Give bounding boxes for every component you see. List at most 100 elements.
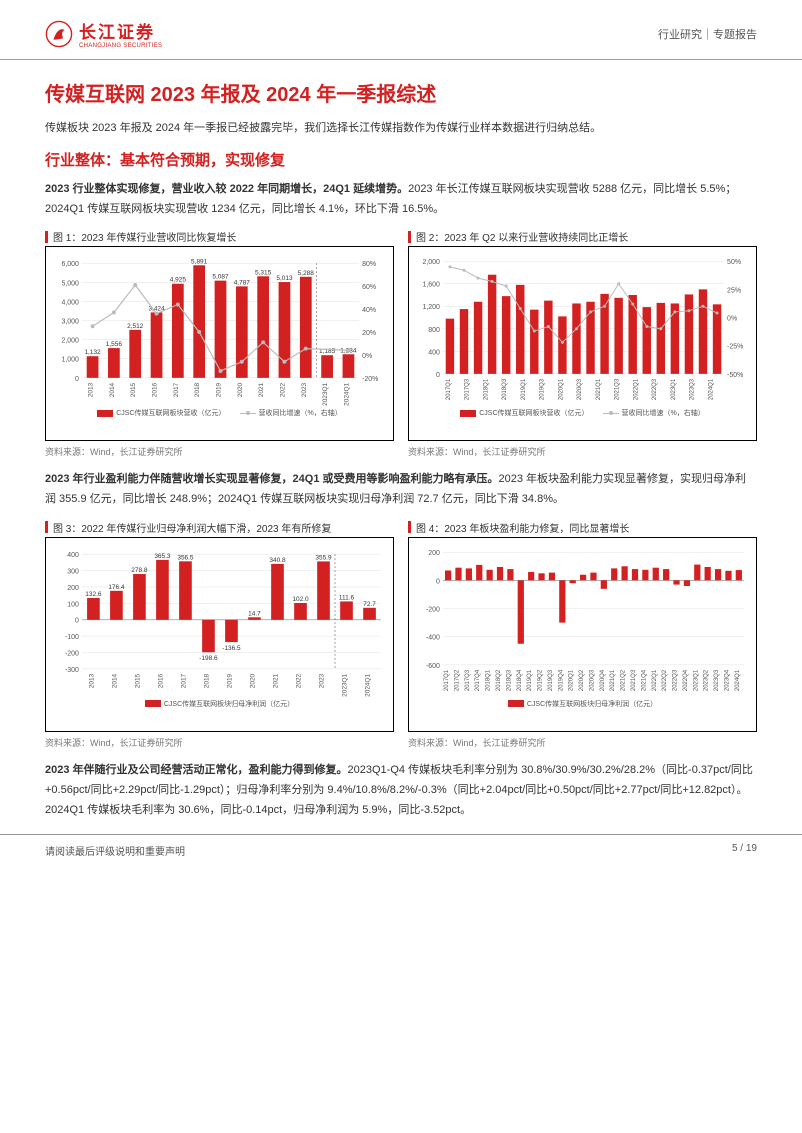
svg-text:5,288: 5,288 <box>298 270 315 277</box>
paragraph-1: 2023 行业整体实现修复，营业收入较 2022 年同期增长，24Q1 延续增势… <box>45 180 757 220</box>
svg-text:2015: 2015 <box>134 673 141 688</box>
svg-text:1,556: 1,556 <box>106 342 123 349</box>
svg-text:2018Q4: 2018Q4 <box>517 669 523 691</box>
title-bar-icon <box>45 521 48 533</box>
charts-row-1: 图 1：2023 年传媒行业营收同比恢复增长 01,0002,0003,0004… <box>45 229 757 458</box>
content: 传媒互联网 2023 年报及 2024 年一季报综述 传媒板块 2023 年报及… <box>0 60 802 820</box>
chart-4: 图 4：2023 年板块盈利能力修复，同比显著增长 -600-400-20002… <box>408 520 757 749</box>
svg-text:2018Q3: 2018Q3 <box>506 669 512 691</box>
chart-4-svg: -600-400-20002002017Q12017Q22017Q32017Q4… <box>413 542 752 697</box>
svg-text:2020Q4: 2020Q4 <box>600 669 606 691</box>
svg-text:2019Q3: 2019Q3 <box>540 379 546 401</box>
svg-text:2019Q2: 2019Q2 <box>538 669 544 691</box>
svg-text:2023: 2023 <box>319 673 326 688</box>
intro-paragraph: 传媒板块 2023 年报及 2024 年一季报已经披露完毕，我们选择长江传媒指数… <box>45 119 757 139</box>
svg-text:2021Q4: 2021Q4 <box>641 669 647 691</box>
svg-text:2022Q4: 2022Q4 <box>683 669 689 691</box>
svg-text:2,000: 2,000 <box>61 338 79 345</box>
svg-text:400: 400 <box>67 552 79 559</box>
svg-text:2021Q1: 2021Q1 <box>596 379 602 401</box>
svg-text:-100: -100 <box>65 634 79 641</box>
svg-text:2018Q1: 2018Q1 <box>486 669 492 691</box>
svg-text:2022: 2022 <box>279 383 286 398</box>
svg-text:0: 0 <box>436 578 440 585</box>
svg-text:2,512: 2,512 <box>127 323 144 330</box>
svg-text:-25%: -25% <box>727 344 743 351</box>
chart-3-svg: -300-200-1000100200300400132.6176.4278.8… <box>50 542 389 697</box>
svg-text:2020: 2020 <box>237 383 244 398</box>
svg-text:4,925: 4,925 <box>170 277 187 284</box>
svg-text:-198.6: -198.6 <box>199 655 218 662</box>
legend-bar: CJSC传媒互联网板块归母净利润（亿元） <box>145 699 294 709</box>
svg-text:72.7: 72.7 <box>363 601 376 608</box>
svg-text:6,000: 6,000 <box>61 262 79 269</box>
svg-text:2022: 2022 <box>295 673 302 688</box>
svg-text:278.8: 278.8 <box>131 567 148 574</box>
chart-3-source: 资料来源：Wind，长江证券研究所 <box>45 736 394 749</box>
svg-text:2017Q3: 2017Q3 <box>465 379 471 401</box>
chart-1: 图 1：2023 年传媒行业营收同比恢复增长 01,0002,0003,0004… <box>45 229 394 458</box>
chart-2-title: 图 2：2023 年 Q2 以来行业营收持续同比正增长 <box>416 229 628 244</box>
svg-text:2017Q3: 2017Q3 <box>465 669 471 691</box>
page-title: 传媒互联网 2023 年报及 2024 年一季报综述 <box>45 78 757 107</box>
svg-text:2015: 2015 <box>130 383 137 398</box>
legend-line: 营收同比增速（%，右轴） <box>603 408 705 418</box>
svg-text:2024Q1: 2024Q1 <box>735 669 741 691</box>
svg-text:4,787: 4,787 <box>234 280 251 287</box>
header-category: 行业研究｜专题报告 <box>658 26 757 42</box>
logo-text-cn: 长江证券 <box>79 18 162 43</box>
page-header: 长江证券 CHANGJIANG SECURITIES 行业研究｜专题报告 <box>0 0 802 60</box>
svg-text:0%: 0% <box>362 353 372 360</box>
svg-text:2016: 2016 <box>152 383 159 398</box>
svg-text:2020Q3: 2020Q3 <box>577 379 583 401</box>
svg-text:2017: 2017 <box>180 673 187 688</box>
svg-text:2023Q2: 2023Q2 <box>704 669 710 691</box>
chart-3: 图 3：2022 年传媒行业归母净利润大幅下滑，2023 年有所修复 -300-… <box>45 520 394 749</box>
chart-1-svg: 01,0002,0003,0004,0005,0006,000-20%0%20%… <box>50 251 389 406</box>
svg-text:60%: 60% <box>362 285 376 292</box>
svg-text:2022Q2: 2022Q2 <box>662 669 668 691</box>
svg-text:2023Q3: 2023Q3 <box>690 379 696 401</box>
svg-text:80%: 80% <box>362 262 376 269</box>
svg-text:2021: 2021 <box>272 673 279 688</box>
footer-page-number: 5 / 19 <box>732 843 757 858</box>
svg-text:2023Q1: 2023Q1 <box>693 669 699 691</box>
svg-text:2019: 2019 <box>226 673 233 688</box>
svg-text:2019Q3: 2019Q3 <box>548 669 554 691</box>
svg-text:2024Q1: 2024Q1 <box>365 673 372 696</box>
svg-text:2017: 2017 <box>173 383 180 398</box>
page: 长江证券 CHANGJIANG SECURITIES 行业研究｜专题报告 传媒互… <box>0 0 802 874</box>
svg-text:2021Q1: 2021Q1 <box>610 669 616 691</box>
svg-text:-136.5: -136.5 <box>222 645 241 652</box>
svg-text:2,000: 2,000 <box>422 260 440 267</box>
svg-text:2018Q1: 2018Q1 <box>483 379 489 401</box>
chart-2: 图 2：2023 年 Q2 以来行业营收持续同比正增长 04008001,200… <box>408 229 757 458</box>
svg-text:2023Q1: 2023Q1 <box>671 379 677 401</box>
paragraph-3: 2023 年伴随行业及公司经营活动正常化，盈利能力得到修复。2023Q1-Q4 … <box>45 761 757 820</box>
svg-text:2024Q1: 2024Q1 <box>708 379 714 401</box>
svg-text:5,000: 5,000 <box>61 281 79 288</box>
svg-text:400: 400 <box>428 350 440 357</box>
svg-text:-20%: -20% <box>362 376 378 383</box>
svg-text:132.6: 132.6 <box>85 591 102 598</box>
svg-text:300: 300 <box>67 569 79 576</box>
svg-text:5,013: 5,013 <box>276 275 293 282</box>
svg-text:340.8: 340.8 <box>269 557 286 564</box>
svg-text:2013: 2013 <box>88 673 95 688</box>
legend-bar: CJSC传媒互联网板块营收（亿元） <box>460 408 588 418</box>
legend-line: 营收同比增速（%，右轴） <box>240 408 342 418</box>
svg-text:2014: 2014 <box>109 383 116 398</box>
svg-text:2018: 2018 <box>203 673 210 688</box>
svg-text:2017Q1: 2017Q1 <box>446 379 452 401</box>
svg-text:2018Q3: 2018Q3 <box>502 379 508 401</box>
p3-lead: 2023 年伴随行业及公司经营活动正常化，盈利能力得到修复。 <box>45 764 348 776</box>
svg-text:355.9: 355.9 <box>315 554 332 561</box>
title-bar-icon <box>45 231 48 243</box>
svg-text:0: 0 <box>436 372 440 379</box>
paragraph-2: 2023 年行业盈利能力伴随营收增长实现显著修复，24Q1 或受费用等影响盈利能… <box>45 470 757 510</box>
svg-text:102.0: 102.0 <box>292 596 309 603</box>
svg-text:2021Q3: 2021Q3 <box>615 379 621 401</box>
legend-bar: CJSC传媒互联网板块归母净利润（亿元） <box>508 699 657 709</box>
svg-text:2020Q3: 2020Q3 <box>589 669 595 691</box>
legend-bar: CJSC传媒互联网板块营收（亿元） <box>97 408 225 418</box>
